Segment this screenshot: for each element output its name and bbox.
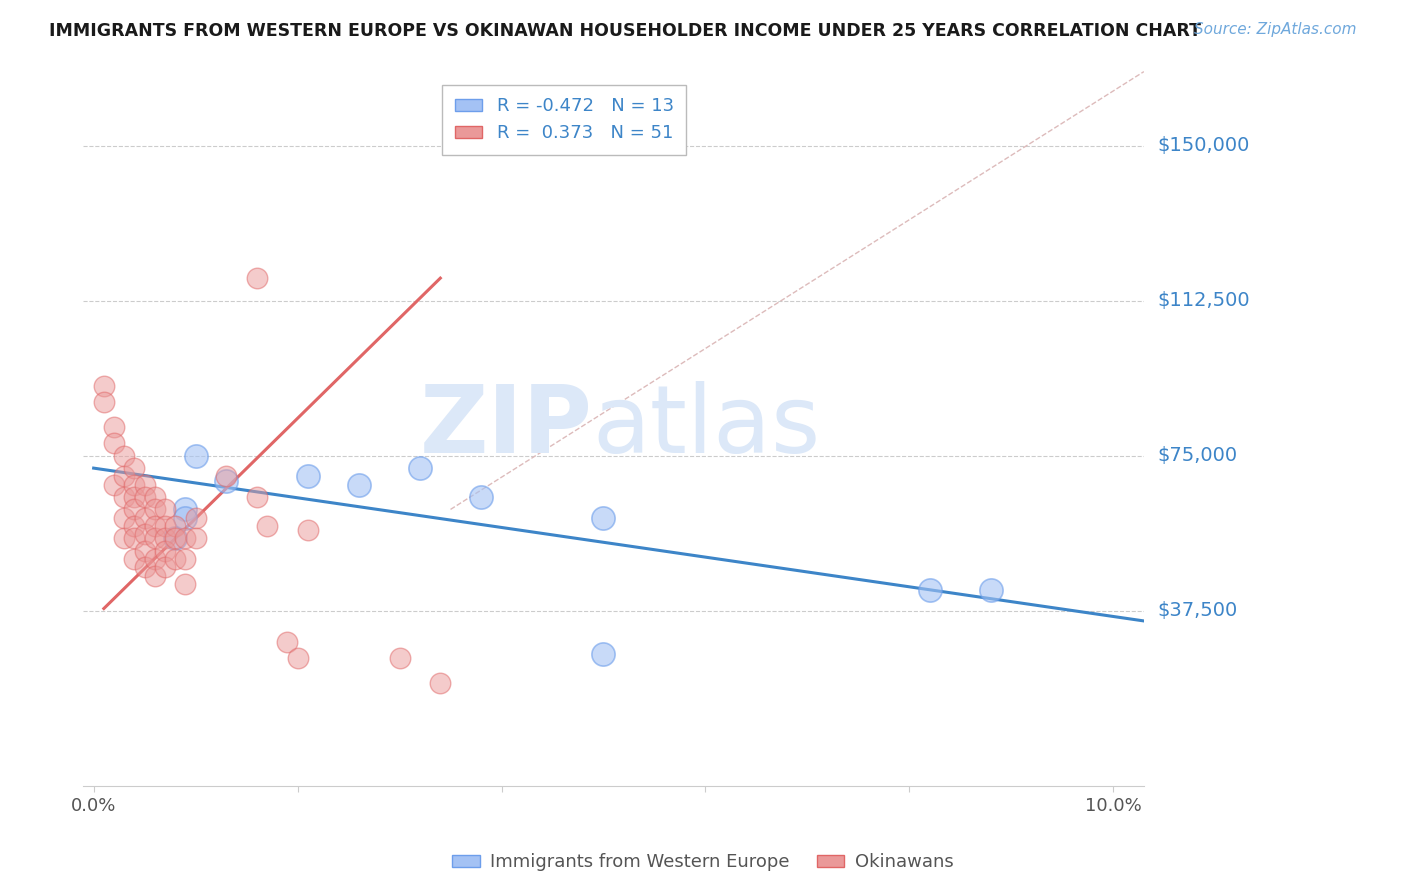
Point (174, 552, 197, 566)
Point (112, 532, 135, 546)
Point (153, 532, 176, 546)
Text: Source: ZipAtlas.com: Source: ZipAtlas.com (1194, 22, 1357, 37)
Point (124, 519, 146, 533)
Point (124, 477, 146, 491)
Point (174, 502, 197, 516)
Point (143, 568, 166, 582)
Point (153, 519, 176, 533)
Point (287, 651, 309, 665)
Point (112, 510, 135, 524)
Point (143, 519, 166, 533)
Point (124, 552, 146, 566)
Point (143, 490, 166, 504)
Point (429, 676, 451, 690)
Point (184, 510, 207, 524)
Point (184, 449, 207, 463)
Point (388, 651, 411, 665)
Text: $37,500: $37,500 (1157, 601, 1239, 620)
Point (134, 543, 156, 558)
Point (174, 576, 197, 591)
Point (103, 477, 125, 491)
Point (592, 647, 614, 661)
Point (980, 582, 1002, 597)
Point (143, 552, 166, 566)
Point (124, 490, 146, 504)
Point (470, 490, 492, 504)
Point (124, 461, 146, 475)
Point (134, 527, 156, 541)
Point (918, 582, 941, 597)
Point (409, 461, 432, 475)
Point (112, 490, 135, 504)
Point (103, 419, 125, 434)
Point (184, 532, 207, 546)
Text: $112,500: $112,500 (1157, 292, 1250, 310)
Point (103, 436, 125, 450)
Point (124, 532, 146, 546)
Point (134, 490, 156, 504)
Legend: R = -0.472   N = 13, R =  0.373   N = 51: R = -0.472 N = 13, R = 0.373 N = 51 (443, 85, 686, 155)
Point (134, 560, 156, 574)
Point (297, 469, 319, 483)
Text: IMMIGRANTS FROM WESTERN EUROPE VS OKINAWAN HOUSEHOLDER INCOME UNDER 25 YEARS COR: IMMIGRANTS FROM WESTERN EUROPE VS OKINAW… (49, 22, 1201, 40)
Point (246, 490, 269, 504)
Point (143, 532, 166, 546)
Point (165, 552, 187, 566)
Point (165, 532, 187, 546)
Point (124, 502, 146, 516)
Point (153, 502, 176, 516)
Point (134, 510, 156, 524)
Point (297, 523, 319, 537)
Text: atlas: atlas (592, 382, 821, 474)
Text: ZIP: ZIP (419, 382, 592, 474)
Point (134, 477, 156, 491)
Point (143, 502, 166, 516)
Point (112, 469, 135, 483)
Point (174, 532, 197, 546)
Point (256, 519, 278, 533)
Point (153, 560, 176, 574)
Point (153, 543, 176, 558)
Legend: Immigrants from Western Europe, Okinawans: Immigrants from Western Europe, Okinawan… (446, 847, 960, 879)
Point (246, 271, 269, 285)
Point (165, 519, 187, 533)
Point (215, 469, 238, 483)
Point (93, 395, 115, 409)
Text: $75,000: $75,000 (1157, 446, 1237, 466)
Point (347, 477, 370, 491)
Text: $150,000: $150,000 (1157, 136, 1250, 155)
Point (174, 510, 197, 524)
Point (165, 532, 187, 546)
Point (215, 474, 238, 488)
Point (112, 449, 135, 463)
Point (93, 378, 115, 392)
Point (592, 510, 614, 524)
Point (276, 634, 298, 648)
